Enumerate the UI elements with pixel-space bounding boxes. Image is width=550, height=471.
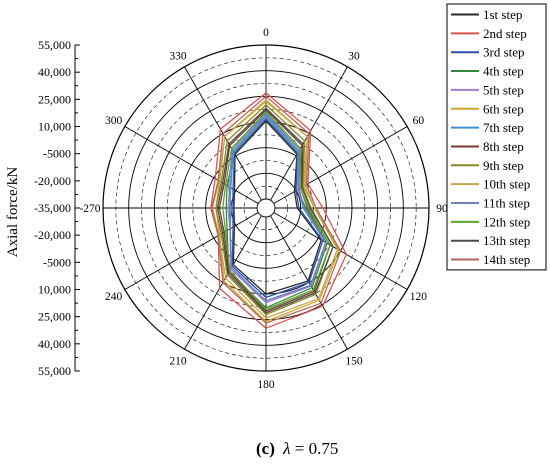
legend-item-label: 5th step: [483, 82, 524, 97]
series-line-14: [211, 95, 342, 324]
y-tick-label: 10,000: [38, 120, 71, 134]
y-tick-label: 10,000: [38, 283, 71, 297]
series-line-12: [222, 111, 331, 311]
legend-item-label: 3rd step: [483, 45, 525, 60]
legend-item-label: 14th step: [483, 252, 530, 267]
grid-ring: [256, 198, 276, 218]
series-line-9: [215, 104, 334, 316]
angle-tick-label: 30: [348, 51, 360, 63]
caption-letter: (c): [256, 439, 275, 458]
legend: 1st step 2nd step 3rd step 4th step 5th step…: [446, 3, 547, 271]
y-tick-label: 55,000: [38, 364, 71, 378]
legend-item-label: 2nd step: [483, 26, 527, 41]
series-line-11: [227, 112, 327, 302]
y-tick-label: 40,000: [38, 65, 71, 79]
angle-tick-label: -270: [79, 203, 100, 215]
angle-tick-label: 180: [257, 379, 275, 391]
legend-item-label: 6th step: [483, 101, 524, 116]
angle-tick-label: 90: [436, 203, 448, 215]
angle-tick-label: 330: [169, 51, 187, 63]
series-line-3: [231, 118, 324, 299]
angle-tick-label: 0: [263, 27, 269, 39]
grid-spoke: [124, 126, 259, 204]
legend-item-label: 10th step: [483, 177, 530, 192]
angle-tick-label: 120: [410, 291, 428, 303]
series-line-13: [216, 107, 334, 314]
legend-item-label: 7th step: [483, 120, 524, 135]
y-tick-label: -20,000: [34, 174, 71, 188]
series-line-5: [227, 116, 327, 304]
y-tick-label: -20,000: [34, 228, 71, 242]
y-tick-label: 40,000: [38, 337, 71, 351]
angle-tick-label: 60: [413, 115, 425, 127]
y-tick-label: 55,000: [38, 38, 71, 52]
angle-tick-label: 300: [105, 115, 123, 127]
series-line-2: [210, 92, 348, 329]
angle-tick-label: 210: [169, 355, 187, 367]
series-line-6: [215, 100, 340, 323]
series-group: [210, 92, 348, 329]
y-tick-label: 25,000: [38, 310, 71, 324]
radial-axis: 55,000 40,000 25,000 10,000 -5000 -20,000 -35,…: [34, 38, 80, 378]
y-tick-label: -35,000: [34, 201, 71, 215]
y-tick-label: 25,000: [38, 92, 71, 106]
legend-item-label: 8th step: [483, 139, 524, 154]
legend-item-label: 1st step: [483, 7, 522, 22]
grid-spoke: [124, 212, 259, 290]
polar-grid: 0 30 60 90 120 150 180 210 240 -270 300 330: [79, 27, 448, 391]
legend-box: [446, 3, 547, 271]
angle-tick-label: 240: [105, 291, 123, 303]
y-tick-label: -5000: [43, 147, 71, 161]
y-axis-title: Axial force/kN: [5, 167, 21, 258]
legend-item-label: 11th step: [483, 196, 530, 211]
y-tick-label: -5000: [43, 255, 71, 269]
series-line-1: [232, 120, 322, 295]
series-line-10: [211, 99, 339, 319]
legend-item-label: 13th step: [483, 233, 530, 248]
legend-item-label: 4th step: [483, 64, 524, 79]
caption-text: = 0.75: [295, 439, 339, 458]
angle-tick-label: 150: [345, 355, 363, 367]
legend-item-label: 9th step: [483, 158, 524, 173]
figure-caption: (c) λ = 0.75: [256, 439, 338, 458]
legend-item-label: 12th step: [483, 214, 530, 229]
caption-lambda: λ: [282, 439, 290, 458]
